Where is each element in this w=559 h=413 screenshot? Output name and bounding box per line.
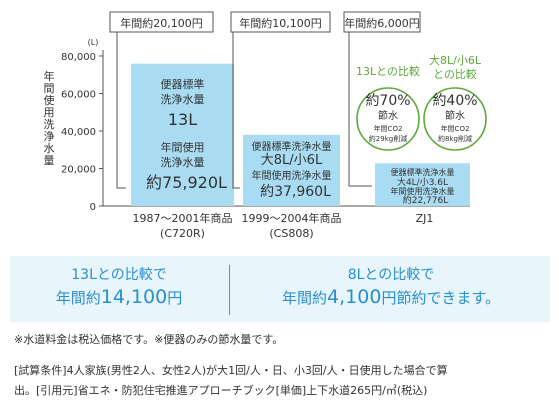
- comparison-divider: [229, 265, 230, 315]
- bar-value-label: 約37,960L: [260, 184, 331, 200]
- bar: [243, 134, 340, 206]
- y-tick-label: 80,000: [61, 52, 96, 63]
- bar-label-text: 年間使用洗浄水量: [252, 169, 332, 182]
- comparison-box: [10, 256, 550, 322]
- bar-label-text: 大8L/小6L: [261, 153, 323, 168]
- savings-co2-value: 約29kg削減: [369, 134, 407, 143]
- savings-percent: 約40%: [432, 93, 477, 109]
- y-axis-label-char: 間: [44, 82, 55, 95]
- cost-label-box: [230, 11, 331, 33]
- savings-badge-circle: [356, 87, 420, 151]
- comparison-right-number: 4,100: [327, 286, 382, 308]
- bar-label-text: 年間使用: [161, 140, 205, 154]
- comparison-left-number: 14,100: [100, 286, 168, 308]
- bar-label-text: 年間使用洗浄水量: [391, 186, 455, 196]
- bar-label-text: 便器標準洗浄水量: [252, 140, 332, 153]
- footnote-conditions-2: 出。[引用元]省エネ・防犯住宅推進アプローチブック[単価]上下水道265円/㎥(…: [14, 384, 428, 397]
- comparison-right: 8Lとの比較で 年間約4,100円節約できます。: [236, 265, 546, 310]
- cost-label: 年間約20,100円: [120, 16, 203, 30]
- bar-value-label: 約22,776L: [403, 194, 449, 206]
- cost-label: 年間約10,100円: [239, 16, 322, 30]
- comparison-left-post: 円: [167, 289, 183, 307]
- y-tick-label: 40,000: [61, 127, 96, 138]
- comparison-left-amount: 年間約14,100円: [14, 285, 224, 310]
- x-category-label: ZJ1: [416, 212, 434, 225]
- cost-leader-line: [116, 32, 126, 189]
- cost-leader-line: [232, 32, 240, 189]
- comparison-right-amount: 年間約4,100円節約できます。: [236, 285, 546, 310]
- comparison-right-pre: 年間約: [282, 289, 328, 307]
- bar-label-text: 便器標準洗浄水量: [391, 167, 455, 177]
- x-category-sublabel: (CS808): [269, 227, 313, 240]
- cost-leader-line: [348, 32, 372, 187]
- footnote-conditions-1: [試算条件]4人家族(男性2人、女性2人)が大1回/人・日、小3回/人・日使用し…: [14, 364, 448, 377]
- bar-label-text: 大4L/小3.6L: [397, 176, 448, 188]
- bar-label-text: 洗浄水量: [161, 92, 205, 106]
- y-axis-label-char: 浄: [44, 129, 55, 143]
- y-axis-label-char: 洗: [44, 118, 55, 131]
- comparison-right-caption: 8Lとの比較で: [347, 267, 435, 283]
- y-tick-label: 20,000: [61, 165, 96, 176]
- y-tick-label: 60,000: [61, 90, 96, 101]
- savings-co2-value: 約8kg削減: [438, 134, 472, 143]
- bar-value-label: 約75,920L: [146, 173, 227, 192]
- y-axis-label-char: 水: [44, 142, 55, 155]
- savings-co2-label: 年間CO2: [374, 124, 403, 133]
- savings-caption: 13Lとの比較: [356, 64, 420, 78]
- bar: [131, 63, 234, 207]
- savings-percent: 約70%: [365, 93, 410, 109]
- y-axis-unit: (L): [88, 38, 99, 47]
- bar-label-text: 13L: [168, 110, 197, 129]
- y-axis-label-char: 用: [44, 106, 55, 119]
- comparison-left-pre: 年間約: [55, 289, 101, 307]
- x-category-sublabel: (C720R): [160, 227, 205, 240]
- savings-label: 節水: [378, 109, 398, 122]
- cost-label-box: [109, 11, 214, 33]
- y-axis-label-char: 量: [44, 154, 55, 167]
- comparison-left-caption: 13Lとの比較で: [71, 267, 167, 283]
- y-tick-label: 0: [90, 202, 96, 213]
- comparison-left: 13Lとの比較で 年間約14,100円: [14, 265, 224, 310]
- bar-label-text: 洗浄水量: [161, 155, 205, 169]
- x-category-label: 1999〜2004年商品: [242, 211, 342, 225]
- bar: [375, 163, 470, 206]
- savings-co2-label: 年間CO2: [441, 124, 470, 133]
- bar-label-text: 便器標準: [161, 77, 205, 91]
- y-axis-label-char: 使: [44, 94, 55, 107]
- cost-label-box: [343, 11, 421, 33]
- y-axis-label-char: 年: [44, 69, 55, 83]
- savings-caption: との比較: [433, 67, 477, 81]
- savings-label: 節水: [445, 109, 465, 122]
- savings-badge-circle: [423, 87, 487, 151]
- savings-caption: 大8L/小6L: [429, 53, 482, 67]
- footnote-tax: ※水道料金は税込価格です。※便器のみの節水量です。: [14, 333, 284, 346]
- x-category-label: 1987〜2001年商品: [133, 211, 233, 225]
- comparison-right-post: 円節約できます。: [381, 289, 500, 307]
- cost-label: 年間約6,000円: [344, 16, 420, 30]
